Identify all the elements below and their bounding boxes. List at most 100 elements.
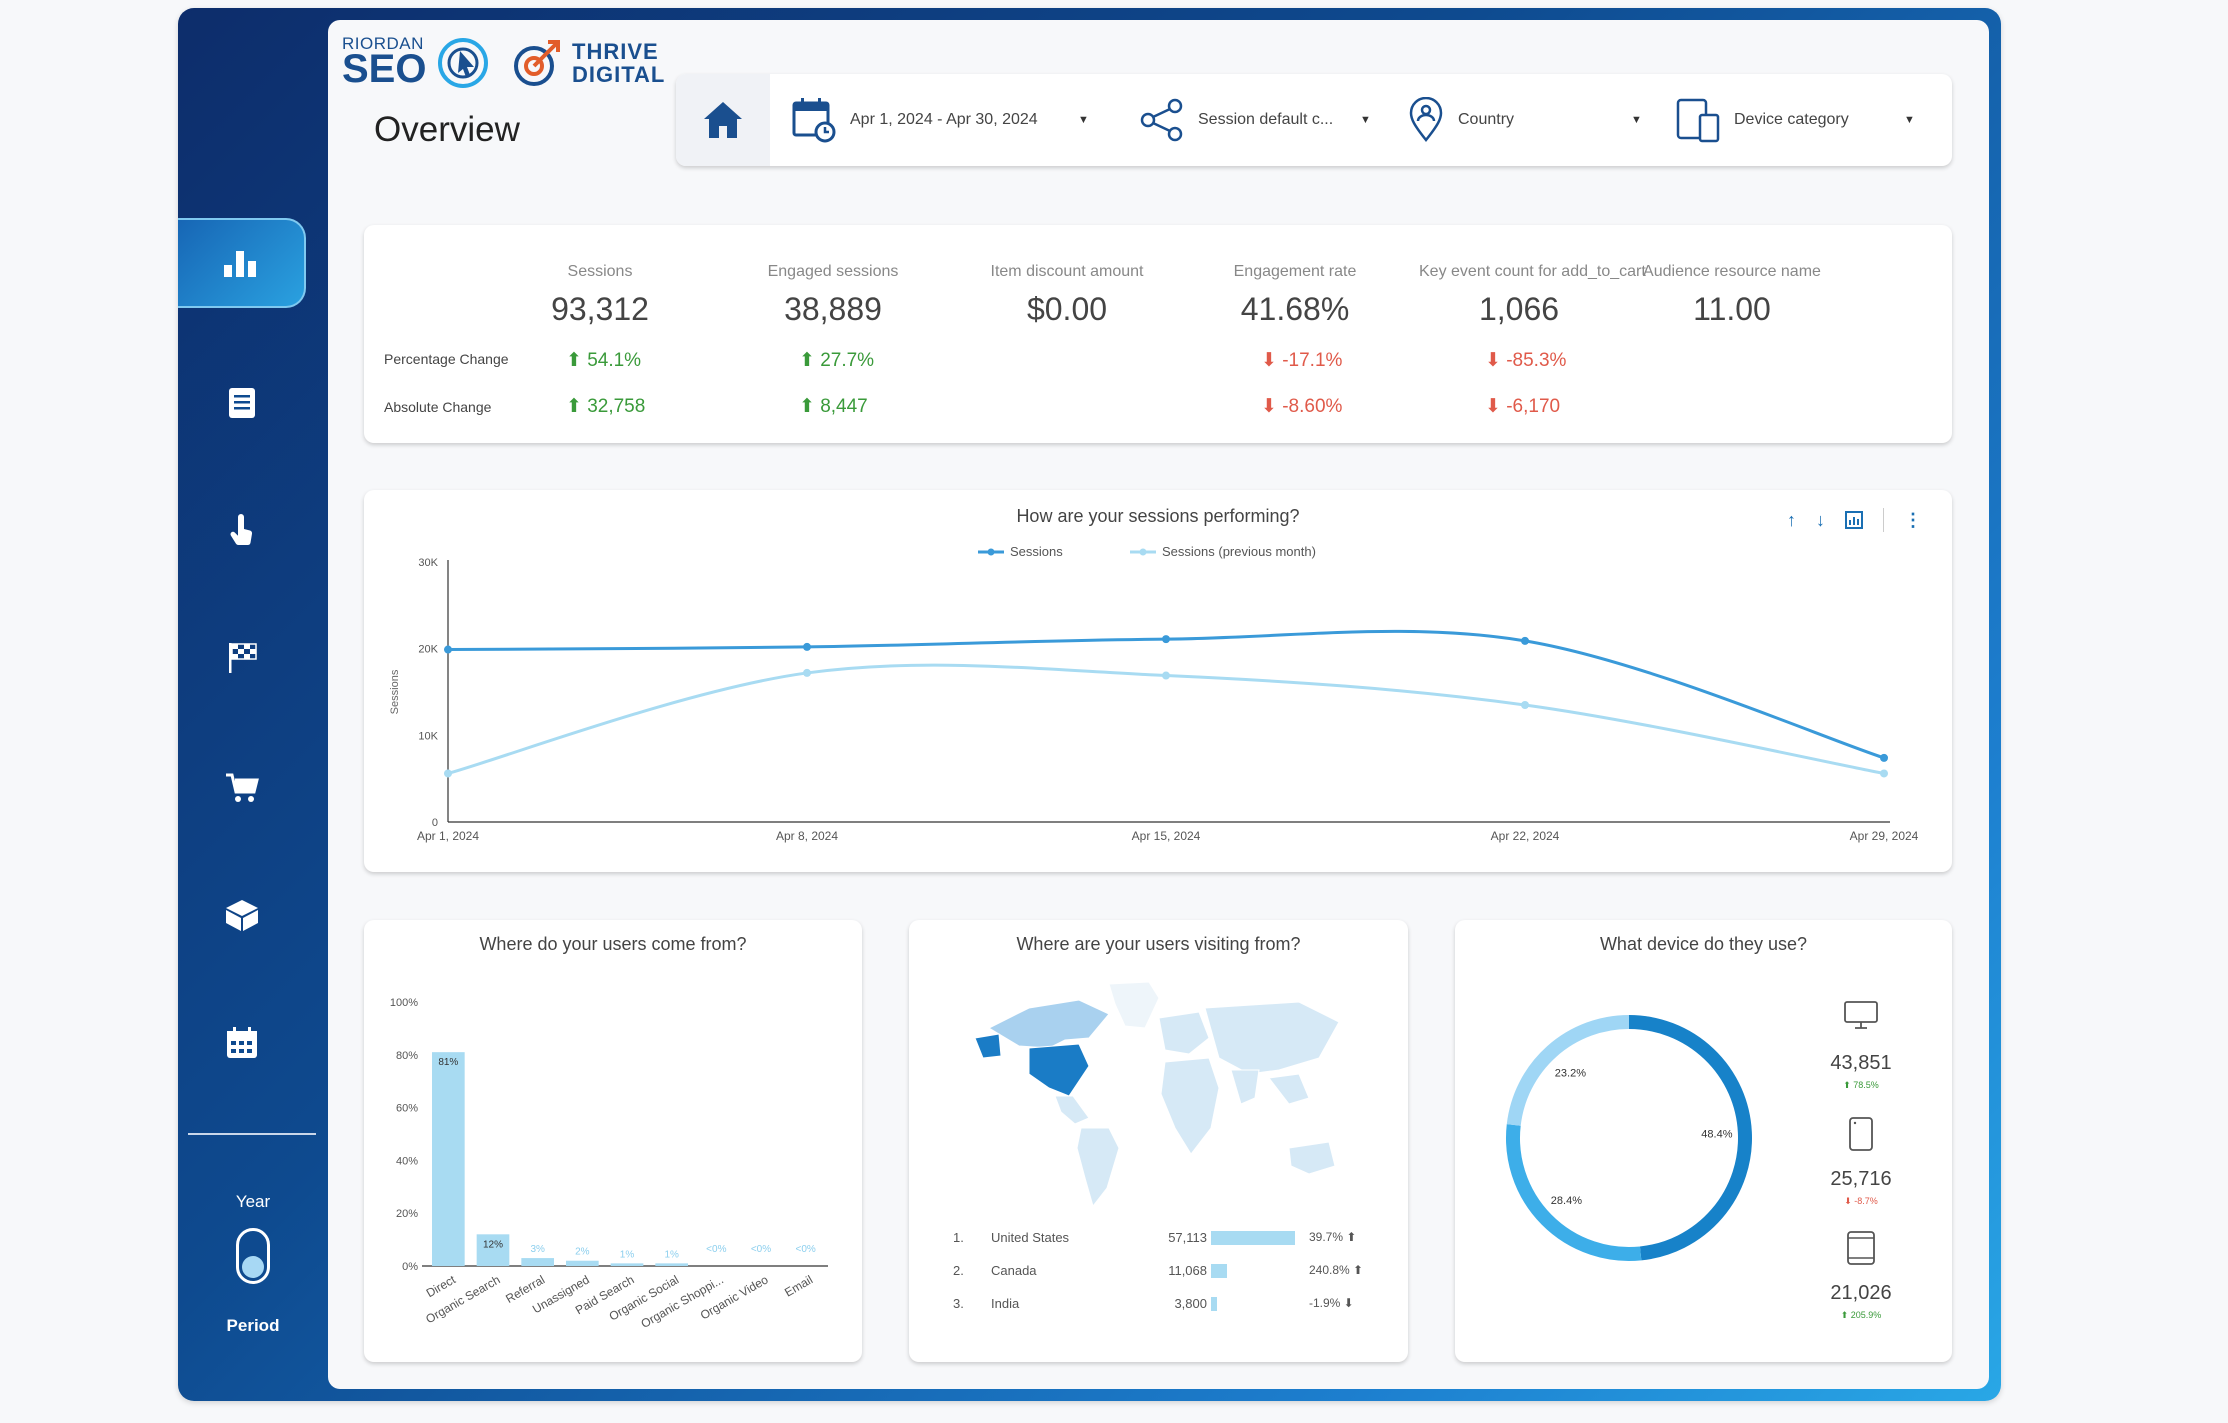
series-line-previous-month[interactable] bbox=[447, 663, 1885, 775]
x-tick-label: Apr 1, 2024 bbox=[417, 829, 479, 843]
data-point[interactable] bbox=[803, 668, 811, 677]
geo-sessions-value: 3,800 bbox=[1174, 1296, 1207, 1311]
data-label: <0% bbox=[706, 1244, 726, 1255]
tablet-icon bbox=[1801, 1230, 1921, 1271]
data-label: 12% bbox=[483, 1239, 503, 1250]
sort-ascending-icon[interactable]: ↑ bbox=[1787, 509, 1796, 530]
kpi-percentage-change: ⬇ -17.1% bbox=[1261, 350, 1343, 371]
thrive-target-icon bbox=[514, 40, 560, 86]
device-change: ⬆ 205.9% bbox=[1840, 1310, 1882, 1320]
home-button[interactable] bbox=[676, 74, 770, 166]
sidebar: Year Period bbox=[178, 8, 328, 1401]
data-point[interactable] bbox=[1162, 635, 1170, 644]
devices-icon bbox=[1676, 98, 1720, 143]
kpi-value: 38,889 bbox=[784, 291, 882, 327]
y-tick-label: 0 bbox=[432, 817, 438, 829]
mobile-icon bbox=[1801, 1116, 1921, 1157]
bar[interactable] bbox=[521, 1258, 554, 1266]
page-title: Overview bbox=[374, 110, 520, 149]
series-line-sessions[interactable] bbox=[447, 629, 1885, 760]
date-range-dropdown-arrow[interactable]: ▼ bbox=[1078, 114, 1089, 126]
kpi-scorecard: Percentage Change Absolute Change Sessio… bbox=[364, 225, 1952, 443]
country-filter[interactable]: Country bbox=[1408, 74, 1608, 166]
share-nodes-icon bbox=[1140, 98, 1183, 142]
toolbar-divider bbox=[1883, 508, 1884, 532]
data-label: <0% bbox=[751, 1244, 771, 1255]
legend-label[interactable]: Sessions (previous month) bbox=[1162, 544, 1316, 559]
document-icon bbox=[229, 388, 255, 418]
percentage-change-label: Percentage Change bbox=[384, 351, 509, 367]
donut-slice-tablet[interactable] bbox=[1506, 1015, 1630, 1126]
kpi-label: Sessions bbox=[567, 263, 633, 280]
device-category-value: Device category bbox=[1734, 111, 1849, 128]
year-period-toggle[interactable] bbox=[236, 1228, 270, 1284]
legend-label[interactable]: Sessions bbox=[1010, 544, 1063, 559]
bar[interactable] bbox=[655, 1263, 688, 1266]
bar[interactable] bbox=[432, 1052, 465, 1266]
country-dropdown-arrow[interactable]: ▼ bbox=[1631, 114, 1642, 126]
y-tick-label: 60% bbox=[396, 1103, 418, 1115]
kpi-value: 11.00 bbox=[1693, 291, 1771, 327]
geo-rank: 1. bbox=[953, 1230, 964, 1245]
geo-rank: 3. bbox=[953, 1296, 964, 1311]
sort-descending-icon[interactable]: ↓ bbox=[1816, 509, 1825, 530]
nav-pages[interactable] bbox=[178, 358, 306, 448]
sources-chart-card: Where do your users come from? 0% 20% 40% 6… bbox=[364, 920, 862, 1362]
kpi-label: Engaged sessions bbox=[767, 263, 899, 280]
kpi-value: 93,312 bbox=[551, 291, 649, 327]
device-chart-card: What device do they use? 48.4% 28.4% 23.2%… bbox=[1455, 920, 1952, 1362]
nav-conversions[interactable] bbox=[178, 613, 306, 703]
device-category-dropdown-arrow[interactable]: ▼ bbox=[1904, 114, 1915, 126]
device-change: ⬇ -8.7% bbox=[1844, 1196, 1878, 1206]
y-tick-label: 0% bbox=[402, 1261, 418, 1273]
nav-overview[interactable] bbox=[178, 218, 306, 308]
kpi-label: Item discount amount bbox=[990, 263, 1144, 280]
geo-rank: 2. bbox=[953, 1263, 964, 1278]
data-point[interactable] bbox=[1880, 753, 1888, 762]
y-tick-label: 30K bbox=[418, 557, 438, 569]
device-category-filter[interactable]: Device category bbox=[1676, 74, 1896, 166]
date-range-filter[interactable]: Apr 1, 2024 - Apr 30, 2024 bbox=[792, 74, 1122, 166]
more-options-icon[interactable]: ⋮ bbox=[1904, 509, 1922, 530]
kpi-absolute-change: ⬇ -6,170 bbox=[1485, 396, 1561, 417]
session-channel-filter[interactable]: Session default c... bbox=[1140, 74, 1360, 166]
thrive-logo-line1: THRIVE bbox=[572, 39, 659, 64]
x-tick-label: Apr 29, 2024 bbox=[1850, 829, 1919, 843]
geo-table-row[interactable]: 1. United States 57,113 39.7% ⬆ bbox=[953, 1230, 1356, 1248]
calendar-clock-icon bbox=[792, 98, 836, 143]
data-point[interactable] bbox=[803, 642, 811, 651]
bar[interactable] bbox=[476, 1234, 510, 1266]
data-point[interactable] bbox=[1521, 636, 1529, 645]
geo-table-row[interactable]: 3. India 3,800 -1.9% ⬇ bbox=[953, 1296, 1354, 1314]
data-point[interactable] bbox=[1162, 671, 1170, 680]
pointer-hand-icon bbox=[230, 514, 253, 546]
donut-slice-desktop[interactable] bbox=[1628, 1015, 1752, 1261]
data-point[interactable] bbox=[1521, 701, 1529, 709]
kpi-absolute-change: ⬆ 8,447 bbox=[799, 396, 868, 417]
nav-ecommerce[interactable] bbox=[178, 743, 306, 833]
geo-value-bar bbox=[1211, 1297, 1217, 1311]
world-map[interactable] bbox=[969, 978, 1349, 1218]
bar[interactable] bbox=[566, 1260, 599, 1266]
data-point[interactable] bbox=[444, 769, 452, 778]
kpi-label: Audience resource name bbox=[1643, 263, 1821, 280]
dashboard-frame: Year Period RIORDAN SEO THRIVE DIGITAL O… bbox=[178, 8, 2001, 1401]
thrive-digital-logo: THRIVE DIGITAL bbox=[572, 40, 665, 86]
data-point[interactable] bbox=[444, 645, 452, 654]
donut-slice-mobile[interactable] bbox=[1506, 1124, 1642, 1261]
geo-country: Canada bbox=[991, 1263, 1037, 1278]
data-point[interactable] bbox=[1880, 769, 1888, 778]
date-range-value: Apr 1, 2024 - Apr 30, 2024 bbox=[850, 111, 1038, 128]
nav-engagement[interactable] bbox=[178, 486, 306, 576]
geo-table-row[interactable]: 2. Canada 11,068 240.8% ⬆ bbox=[953, 1263, 1363, 1281]
nav-products[interactable] bbox=[178, 870, 306, 960]
chart-options-icon[interactable] bbox=[1845, 511, 1863, 529]
nav-calendar[interactable] bbox=[178, 998, 306, 1088]
bar[interactable] bbox=[610, 1263, 644, 1266]
geo-sessions-value: 57,113 bbox=[1168, 1230, 1207, 1245]
location-pin-icon bbox=[1409, 97, 1443, 143]
geo-change: 240.8% ⬆ bbox=[1309, 1263, 1364, 1277]
session-channel-dropdown-arrow[interactable]: ▼ bbox=[1360, 114, 1371, 126]
y-tick-label: 20% bbox=[396, 1208, 418, 1220]
kpi-value: 41.68% bbox=[1240, 291, 1350, 327]
